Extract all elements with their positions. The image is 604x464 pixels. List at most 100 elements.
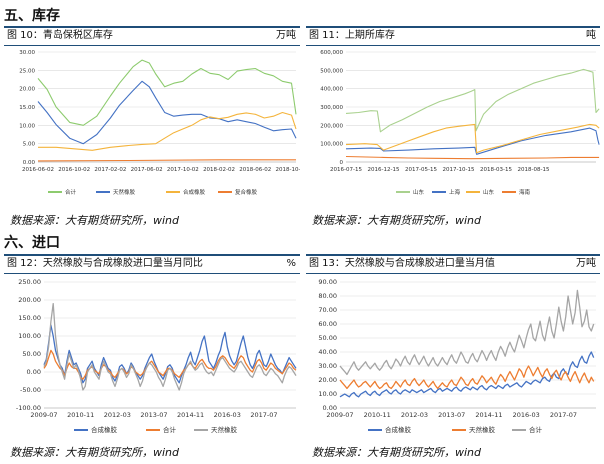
series-line — [345, 123, 600, 154]
y-tick-label: 60.00 — [318, 320, 337, 328]
series-line — [339, 365, 595, 390]
chart-title: 图 10：青岛保税区库存 — [7, 30, 113, 41]
x-tick-label: 2010-11 — [364, 411, 391, 419]
legend-label: 合计 — [529, 425, 543, 434]
series-line — [43, 324, 297, 384]
chart-header: 图 10：青岛保税区库存 万吨 — [4, 26, 300, 46]
y-tick-label: 15.00 — [19, 105, 35, 111]
y-tick-label: 70.00 — [318, 306, 337, 314]
legend-label: 合成橡胶 — [183, 188, 206, 196]
series-line — [37, 159, 296, 162]
chart-unit: % — [286, 258, 296, 269]
x-tick-label: 2016-07-15 — [330, 167, 362, 173]
series-line — [37, 80, 297, 145]
x-tick-label: 2016-03 — [513, 411, 540, 419]
x-tick-label: 2017-10-02 — [167, 167, 199, 173]
y-tick-label: 0.00 — [27, 368, 41, 376]
legend-label: 上海 — [449, 188, 461, 196]
y-tick-label: 100.00 — [18, 332, 41, 340]
source-note-fig11: 数据来源：大有期货研究所，wind — [312, 214, 482, 227]
y-tick-label: 20.00 — [318, 376, 337, 384]
section-title-imports: 六、进口 — [4, 235, 60, 251]
legend-label: 山东 — [483, 188, 495, 196]
y-tick-label: -50.00 — [20, 386, 41, 394]
x-tick-label: 2009-07 — [30, 411, 57, 419]
y-tick-label: 500,000 — [320, 68, 343, 74]
series-line — [339, 351, 595, 398]
chart-panel-fig13: 图 13：天然橡胶与合成橡胶进口量当月值 万吨 0.00 10.00 20.00 30… — [306, 254, 600, 438]
x-tick-label: 2010-11 — [67, 411, 94, 419]
legend-label: 海南 — [519, 188, 531, 196]
series-line — [37, 59, 297, 126]
section-title-inventory: 五、库存 — [4, 8, 60, 24]
x-tick-label: 2017-10-15 — [443, 167, 475, 173]
y-tick-label: 200,000 — [320, 123, 343, 129]
y-tick-label: 50.00 — [22, 350, 41, 358]
x-tick-label: 2018-06-02 — [239, 167, 271, 173]
chart-unit: 吨 — [586, 30, 596, 41]
series-line — [339, 289, 595, 376]
chart-fig13: 0.00 10.00 20.00 30.00 40.00 50.00 60.00 70.00 8… — [318, 278, 596, 434]
x-tick-label: 2018-10-02 — [275, 167, 300, 173]
y-tick-label: 90.00 — [318, 278, 337, 286]
chart-panel-fig12: 图 12：天然橡胶与合成橡胶进口量当月同比 % -100.00 -50.00 0.0… — [4, 254, 300, 438]
y-tick-label: 0.00 — [23, 160, 36, 166]
x-tick-label: 2018-02-02 — [203, 167, 235, 173]
legend-label: 合成橡胶 — [385, 425, 412, 434]
x-tick-label: 2016-06-02 — [22, 167, 54, 173]
x-tick-label: 2017-06-02 — [131, 167, 163, 173]
y-tick-label: 40.00 — [318, 348, 337, 356]
x-tick-label: 2012-03 — [401, 411, 428, 419]
legend-label: 合计 — [163, 425, 177, 434]
chart-panel-fig10: 图 10：青岛保税区库存 万吨 0.00 5.00 10.00 15.00 20.00 2… — [4, 26, 300, 198]
chart-unit: 万吨 — [276, 30, 296, 41]
y-tick-label: 0 — [340, 160, 344, 166]
chart-title: 图 13：天然橡胶与合成橡胶进口量当月值 — [309, 258, 495, 269]
series-line — [345, 68, 600, 133]
x-tick-label: 2012-03 — [104, 411, 131, 419]
y-tick-label: -100.00 — [16, 404, 41, 412]
x-tick-label: 2016-10-02 — [58, 167, 90, 173]
x-tick-label: 2018-08-15 — [518, 167, 550, 173]
y-tick-label: 10.00 — [318, 390, 337, 398]
x-tick-label: 2013-07 — [438, 411, 465, 419]
y-tick-label: 100,000 — [320, 142, 343, 148]
y-tick-label: 30.00 — [19, 50, 35, 56]
y-tick-label: 50.00 — [318, 334, 337, 342]
x-tick-label: 2017-02-02 — [94, 167, 126, 173]
source-note-fig13: 数据来源：大有期货研究所，wind — [312, 446, 482, 459]
legend-label: 复合橡胶 — [235, 188, 258, 196]
y-tick-label: 200.00 — [18, 296, 41, 304]
legend-label: 合成橡胶 — [91, 425, 118, 434]
chart-panel-fig11: 图 11：上期所库存 吨 0 100,000 200,000 300,000 400,0… — [306, 26, 600, 198]
x-tick-label: 2016-03 — [214, 411, 241, 419]
chart-unit: 万吨 — [576, 258, 596, 269]
y-tick-label: 0.00 — [323, 404, 337, 412]
chart-header: 图 11：上期所库存 吨 — [306, 26, 600, 46]
legend-label: 天然橡胶 — [211, 425, 238, 434]
series-line — [345, 127, 600, 155]
x-tick-label: 2018-03-15 — [480, 167, 512, 173]
x-tick-label: 2014-11 — [475, 411, 502, 419]
series-line — [38, 111, 297, 151]
legend-label: 天然橡胶 — [469, 425, 496, 434]
chart-title: 图 11：上期所库存 — [309, 30, 395, 41]
series-line — [345, 155, 600, 160]
chart-header: 图 12：天然橡胶与合成橡胶进口量当月同比 % — [4, 254, 300, 274]
chart-fig12: -100.00 -50.00 0.00 50.00 100.00 150.00 200.00… — [16, 278, 297, 434]
source-note-fig12: 数据来源：大有期货研究所，wind — [10, 446, 180, 459]
chart-title: 图 12：天然橡胶与合成橡胶进口量当月同比 — [7, 258, 203, 269]
legend-label: 合计 — [65, 188, 77, 196]
y-tick-label: 10.00 — [19, 123, 35, 129]
x-tick-label: 2016-12-15 — [368, 167, 400, 173]
y-tick-label: 30.00 — [318, 362, 337, 370]
legend-label: 天然橡胶 — [113, 188, 136, 196]
y-tick-label: 5.00 — [23, 142, 36, 148]
y-tick-label: 25.00 — [19, 68, 35, 74]
series-line — [43, 302, 297, 391]
y-tick-label: 250.00 — [18, 278, 41, 286]
x-tick-label: 2014-11 — [177, 411, 204, 419]
y-tick-label: 80.00 — [318, 292, 337, 300]
source-note-fig10: 数据来源：大有期货研究所，wind — [10, 214, 180, 227]
chart-fig11: 0 100,000 200,000 300,000 400,000 500,000 600,… — [320, 50, 600, 196]
